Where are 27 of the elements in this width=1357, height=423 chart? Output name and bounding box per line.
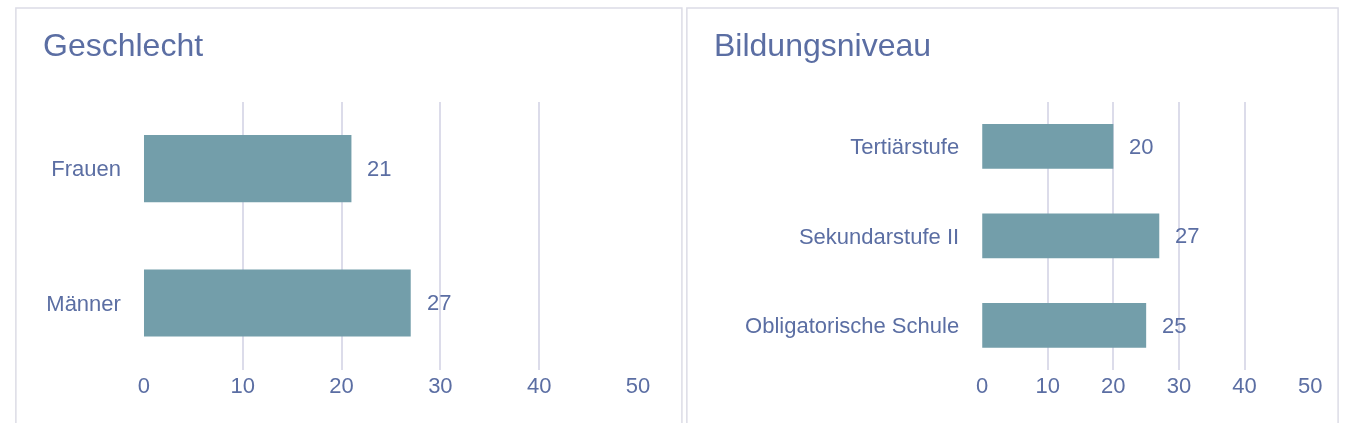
y-tick-label: Tertiärstufe xyxy=(850,133,960,159)
bar xyxy=(982,123,1114,169)
x-tick-label: 30 xyxy=(428,373,453,399)
x-tick-label: 50 xyxy=(625,373,651,399)
x-tick-label: 0 xyxy=(976,373,989,399)
data-label: 27 xyxy=(1175,223,1200,248)
x-tick-label: 20 xyxy=(1101,373,1126,399)
bar xyxy=(982,302,1147,348)
x-tick-label: 50 xyxy=(1297,373,1323,399)
x-tick-label: 40 xyxy=(1232,373,1257,399)
data-label: 21 xyxy=(367,156,392,181)
x-tick-label: 40 xyxy=(526,373,552,399)
y-tick-label: Frauen xyxy=(51,156,121,182)
chart-title: Geschlecht xyxy=(43,27,204,63)
y-tick-label: Obligatorische Schule xyxy=(745,313,960,339)
data-label: 27 xyxy=(427,290,452,315)
x-tick-label: 10 xyxy=(1035,373,1060,399)
y-tick-label: Männer xyxy=(46,290,121,316)
bar xyxy=(982,213,1160,259)
data-label: 25 xyxy=(1162,313,1187,338)
y-tick-label: Sekundarstufe II xyxy=(798,223,960,249)
data-label: 20 xyxy=(1129,134,1154,159)
x-tick-label: 30 xyxy=(1166,373,1192,399)
x-tick-label: 20 xyxy=(329,373,354,399)
x-tick-label: 10 xyxy=(230,373,255,399)
chart-title: Bildungsniveau xyxy=(714,27,932,63)
x-tick-label: 0 xyxy=(137,373,151,399)
